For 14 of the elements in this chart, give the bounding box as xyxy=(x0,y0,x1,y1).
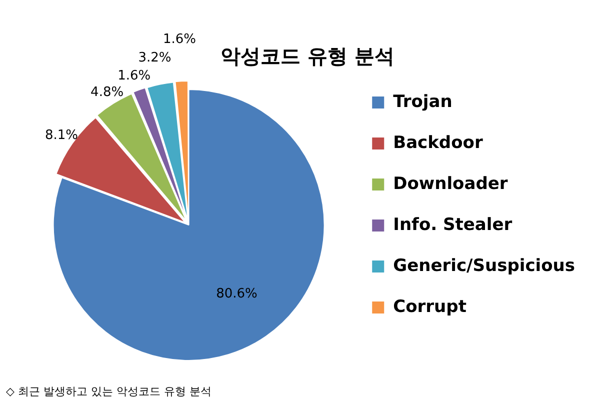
data-label: 8.1% xyxy=(44,128,78,144)
legend-label: Trojan xyxy=(393,92,452,112)
legend-label: Corrupt xyxy=(393,296,466,317)
data-label: 80.6% xyxy=(216,286,258,302)
legend-label: Info. Stealer xyxy=(393,214,513,235)
legend-label: Backdoor xyxy=(393,132,484,153)
text: 악성코드 유형 분석 xyxy=(220,44,394,68)
legend-label: Generic/Suspicious xyxy=(393,256,576,276)
data-label: 4.8% xyxy=(90,85,124,100)
data-label: 1.6% xyxy=(118,68,151,84)
data-label: 3.2% xyxy=(138,50,172,66)
legend-label: Downloader xyxy=(393,174,508,194)
data-label: 1.6% xyxy=(162,32,196,48)
text: ◇ 최근 발생하고 있는 악성코드 유형 분석 xyxy=(6,384,212,399)
